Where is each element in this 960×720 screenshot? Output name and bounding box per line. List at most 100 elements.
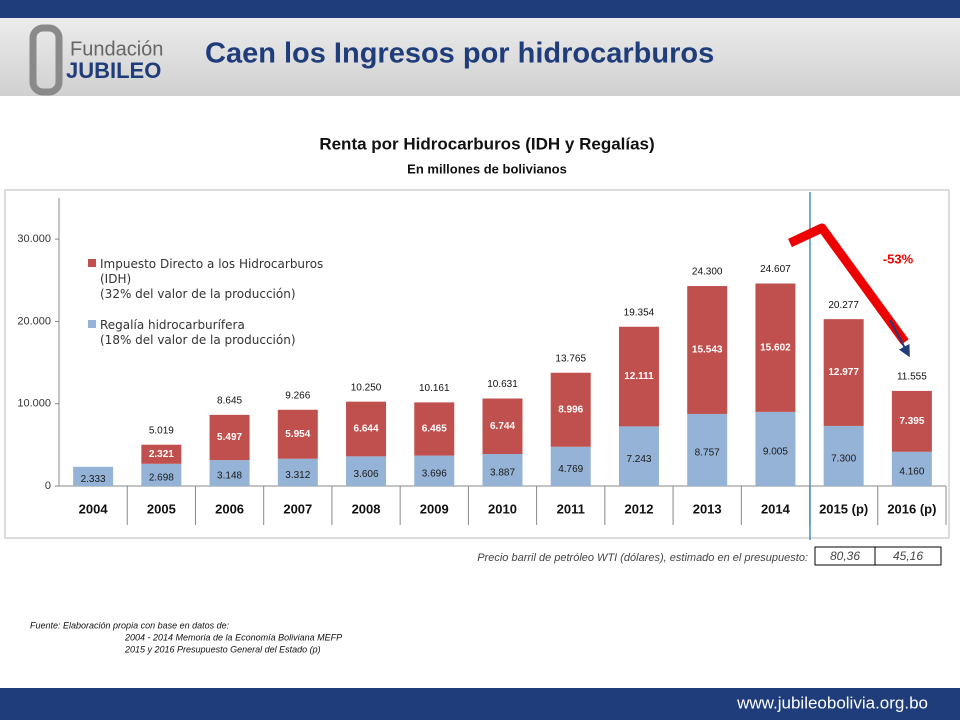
legend-swatch (88, 320, 96, 328)
x-tick-label: 2009 (420, 501, 449, 516)
x-tick-label: 2014 (761, 501, 791, 516)
value-label: 9.005 (763, 447, 788, 458)
total-label: 10.250 (351, 382, 382, 393)
value-label: 3.606 (354, 469, 379, 480)
bar-segment (618, 326, 659, 427)
value-label: 7.395 (899, 416, 924, 427)
trend-arrow (788, 223, 909, 345)
bar-segment (141, 444, 182, 464)
source: Fuente: Elaboración propia con base en d… (30, 620, 230, 630)
legend-note: (32% del valor de la producción) (100, 287, 296, 301)
x-tick-label: 2010 (488, 501, 517, 516)
value-label: 15.543 (692, 345, 723, 356)
bar-segment (141, 463, 182, 486)
arrow-head (889, 319, 910, 358)
oil-value: 80,36 (830, 549, 860, 563)
legend-entry: Impuesto Directo a los Hidrocarburos (ID… (100, 257, 330, 302)
legend-swatch (88, 259, 96, 267)
bar-segment (891, 451, 932, 486)
value-label: 15.602 (760, 342, 791, 353)
x-tick-label: 2005 (147, 501, 176, 516)
x-tick-label: 2004 (79, 501, 109, 516)
y-tick-label: 30.000 (17, 233, 51, 245)
oil-label: Precio barril de petróleo WTI (dólares),… (477, 552, 808, 564)
y-tick-label: 0 (45, 480, 51, 492)
bar-segment (823, 425, 864, 486)
bar-segment (346, 401, 387, 457)
x-tick-label: 2008 (352, 501, 381, 516)
logo-mark (29, 24, 63, 96)
total-label: 10.631 (487, 379, 518, 390)
bar-segment (209, 414, 250, 461)
legend-label: Regalía hidrocarburífera (100, 318, 245, 332)
value-label: 5.954 (285, 429, 310, 440)
total-label: 9.266 (285, 390, 310, 401)
value-label: 7.243 (626, 454, 651, 465)
oil-value: 45,16 (893, 549, 923, 563)
legend-note: (18% del valor de la producción) (100, 333, 296, 347)
bar-segment (823, 319, 864, 426)
x-tick-label: 2006 (215, 501, 244, 516)
bar-segment (550, 446, 591, 486)
footer-url: www.jubileobolivia.org.bo (736, 693, 928, 712)
bar-segment (755, 283, 796, 412)
x-tick-label: 2015 (p) (819, 501, 868, 516)
bar-segment (209, 460, 250, 486)
y-tick-label: 20.000 (17, 315, 51, 327)
legend-label: Impuesto Directo a los Hidrocarburos (ID… (100, 257, 324, 286)
total-label: 19.354 (624, 307, 655, 318)
bar-segment (414, 402, 455, 456)
x-tick-label: 2011 (557, 501, 585, 516)
x-tick-label: 2012 (625, 501, 654, 516)
value-label: 12.111 (624, 371, 654, 382)
value-label: 8.757 (695, 448, 720, 459)
source: 2015 y 2016 Presupuesto General del Esta… (124, 644, 321, 654)
total-label: 20.277 (828, 300, 859, 311)
bar-segment (687, 413, 728, 486)
value-label: 4.769 (558, 464, 583, 475)
value-label: 6.744 (490, 421, 515, 432)
total-label: 5.019 (149, 425, 174, 436)
x-tick-label: 2016 (p) (887, 501, 936, 516)
value-label: 4.160 (899, 467, 924, 478)
bar-segment (618, 426, 659, 486)
bar-segment (482, 454, 523, 486)
value-label: 3.312 (285, 470, 310, 481)
page-title: Caen los Ingresos por hidrocarburos (205, 38, 714, 70)
x-tick-label: 2007 (283, 501, 312, 516)
value-label: 5.497 (217, 432, 242, 443)
value-label: 8.996 (558, 404, 583, 415)
value-label: 2.333 (81, 474, 106, 485)
annotation: -53% (883, 251, 914, 266)
value-label: 7.300 (831, 454, 856, 465)
total-label: 13.765 (555, 353, 586, 364)
total-label: 8.645 (217, 396, 242, 407)
bar-segment (277, 409, 318, 459)
total-label: 24.607 (760, 264, 791, 275)
bar-segment (346, 456, 387, 486)
bar-segment (277, 458, 318, 486)
bar-segment (687, 286, 728, 414)
value-label: 12.977 (828, 367, 859, 378)
footer-bar (0, 688, 960, 720)
bar-segment (73, 466, 114, 486)
value-label: 2.321 (149, 449, 174, 460)
value-label: 3.696 (422, 468, 447, 479)
total-label: 10.161 (419, 383, 450, 394)
value-label: 6.644 (354, 424, 379, 435)
oil-cell (874, 546, 942, 566)
bar-segment (482, 398, 523, 455)
chart-title: Renta por Hidrocarburos (IDH y Regalías) (319, 134, 654, 153)
bar-segment (755, 411, 796, 486)
value-label: 3.148 (217, 471, 242, 482)
x-tick-label: 2013 (693, 501, 722, 516)
value-label: 3.887 (490, 468, 515, 479)
total-label: 11.555 (897, 372, 927, 383)
value-label: 6.465 (422, 424, 447, 435)
legend-entry: Regalía hidrocarburífera (18% del valor d… (100, 318, 330, 348)
value-label: 2.698 (149, 473, 174, 484)
bar-segment (891, 390, 932, 452)
source: 2004 - 2014 Memoria de la Economía Boliv… (124, 632, 342, 642)
